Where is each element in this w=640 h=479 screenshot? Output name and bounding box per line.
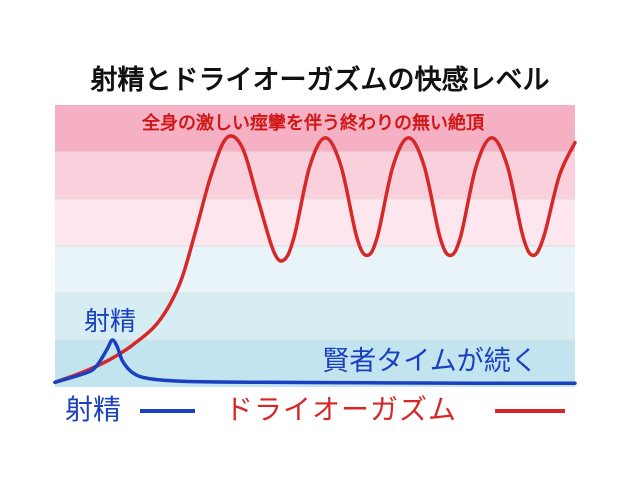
series-lines — [53, 134, 577, 385]
level-band-1 — [55, 105, 575, 152]
series-line-ejaculation — [53, 338, 577, 385]
legend-line-dry-orgasm — [495, 409, 565, 413]
level-band-4 — [55, 246, 575, 293]
top-band-label: 全身の激しい痙攣を伴う終わりの無い絶頂 — [141, 112, 485, 134]
level-band-3 — [55, 199, 575, 246]
legend: 射精 ドライオーガズム — [0, 388, 640, 434]
series-line-dry-orgasm — [53, 134, 577, 385]
level-band-6 — [55, 340, 575, 387]
legend-label-dry-orgasm: ドライオーガズム — [225, 393, 458, 426]
legend-line-ejaculation — [140, 409, 195, 413]
level-band-5 — [55, 293, 575, 340]
sage-time-annotation: 賢者タイムが続く — [322, 346, 537, 377]
legend-label-ejaculation: 射精 — [65, 393, 122, 426]
level-bands — [55, 105, 575, 387]
ejaculation-annotation: 射精 — [84, 307, 136, 337]
chart-title: 射精とドライオーガズムの快感レベル — [90, 65, 550, 96]
level-band-2 — [55, 152, 575, 199]
